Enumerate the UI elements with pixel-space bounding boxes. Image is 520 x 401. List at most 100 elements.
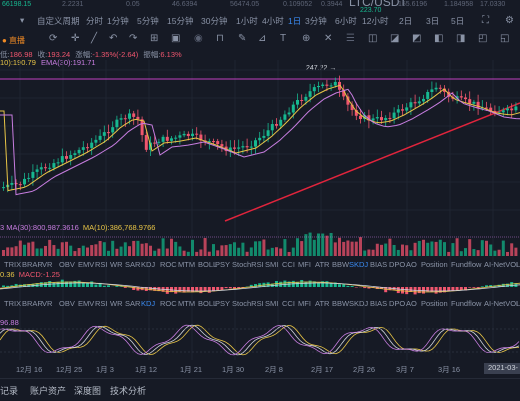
indicator-tab[interactable]: VR [42,260,52,269]
volume-bar [271,248,274,256]
indicator-tab[interactable]: SMI [265,299,278,308]
volume-bar [233,242,236,256]
candle-body [73,153,76,155]
tab-depth-chart[interactable]: 深度图 [74,384,101,397]
indicator-tab[interactable]: ROC [160,299,177,308]
indicator-tab[interactable]: BRAR [22,299,43,308]
indicator-tab[interactable]: MFI [298,299,311,308]
volume-bar [393,245,396,256]
indicator-tab[interactable]: CCI [282,299,295,308]
indicator-tab[interactable]: ATR [315,299,329,308]
candle-body [380,117,383,120]
volume-bar [275,247,278,256]
volume-bar [334,242,337,256]
indicator-tab[interactable]: EMV [78,299,94,308]
indicator-tab[interactable]: PSY [215,299,230,308]
candle-body [166,137,169,141]
candle-body [514,106,517,110]
candle-body [325,85,328,86]
indicator-tab[interactable]: KDJ [141,299,155,308]
indicator-tab[interactable]: BIAS [370,299,387,308]
indicator-tab[interactable]: EMV [78,260,94,269]
volume-bar [229,244,232,256]
indicator-tab[interactable]: AO [406,299,417,308]
volume-bar [367,250,370,256]
volume-bar [153,251,156,256]
volume-bar [359,237,362,256]
indicator-tab[interactable]: KDJ [141,260,155,269]
indicator-tab[interactable]: VR [42,299,52,308]
indicator-tab[interactable]: Fundflow [451,260,481,269]
candle-body [409,102,412,107]
tab-records[interactable]: 记录 [0,384,18,397]
candle-body [111,127,114,132]
indicator-tab[interactable]: BBW [332,260,349,269]
indicator-tab[interactable]: StochRSI [232,299,264,308]
candle-body [27,178,30,179]
volume-bar [468,239,471,256]
volume-bar [355,242,358,256]
indicator-tab[interactable]: AI-NetVOL [484,260,520,269]
macd-bar [304,282,307,287]
indicator-tab[interactable]: Position [421,260,448,269]
indicator-tab[interactable]: SKDJ [349,299,368,308]
indicator-tab[interactable]: DPO [389,260,405,269]
indicator-tab[interactable]: BIAS [370,260,387,269]
candle-body [124,118,127,119]
volume-bar [401,245,404,256]
indicator-tab[interactable]: ATR [315,260,329,269]
indicator-tab[interactable]: SAR [125,299,140,308]
macd-bar [115,286,118,287]
indicator-tab[interactable]: LS [516,260,520,269]
indicator-tab[interactable]: TRIX [4,299,21,308]
indicator-tab[interactable]: WR [110,299,123,308]
indicator-tab[interactable]: LS [516,299,520,308]
indicator-tab[interactable]: MTM [178,260,195,269]
indicator-tab[interactable]: OBV [59,260,75,269]
volume-bar [426,243,429,256]
volume-bar [246,252,249,256]
indicator-tab[interactable]: AO [406,260,417,269]
date-tick: 2月 8 [265,364,283,375]
indicator-tab[interactable]: WR [110,260,123,269]
indicator-tab[interactable]: CCI [282,260,295,269]
volume-bar [250,247,253,256]
candle-body [275,124,278,126]
indicator-tab[interactable]: MTM [178,299,195,308]
date-tick: 3月 7 [396,364,414,375]
indicator-tab[interactable]: MFI [298,260,311,269]
volume-bar [443,242,446,256]
indicator-tab[interactable]: SAR [125,260,140,269]
macd-bar [178,287,181,292]
indicator-tab[interactable]: BRAR [22,260,43,269]
indicator-tab[interactable]: BBW [332,299,349,308]
tab-technical-analysis[interactable]: 技术分析 [110,384,146,397]
indicator-tab[interactable]: DPO [389,299,405,308]
indicator-tab[interactable]: AI-NetVOL [484,299,520,308]
candle-body [153,143,156,144]
indicator-tab[interactable]: Position [421,299,448,308]
indicator-tab[interactable]: RSI [95,260,108,269]
kdj-line [0,325,519,355]
candle-body [136,117,139,119]
candle-body [220,144,223,146]
volume-bar [208,252,211,256]
bottom-nav: 记录 账户资产 深度图 技术分析 [0,378,520,401]
candle-body [288,113,291,115]
indicator-tab[interactable]: PSY [215,260,230,269]
candle-body [384,118,387,120]
tab-account-assets[interactable]: 账户资产 [30,384,66,397]
candle-body [19,184,22,185]
candle-body [388,118,391,119]
indicator-tab[interactable]: SKDJ [349,260,368,269]
candle-body [69,155,72,159]
indicator-tab[interactable]: RSI [95,299,108,308]
indicator-tab[interactable]: StochRSI [232,260,264,269]
indicator-tab[interactable]: OBV [59,299,75,308]
indicator-tab[interactable]: SMI [265,260,278,269]
indicator-tab[interactable]: TRIX [4,260,21,269]
indicator-tab[interactable]: Fundflow [451,299,481,308]
indicator-tab[interactable]: ROC [160,260,177,269]
candle-body [128,113,131,118]
